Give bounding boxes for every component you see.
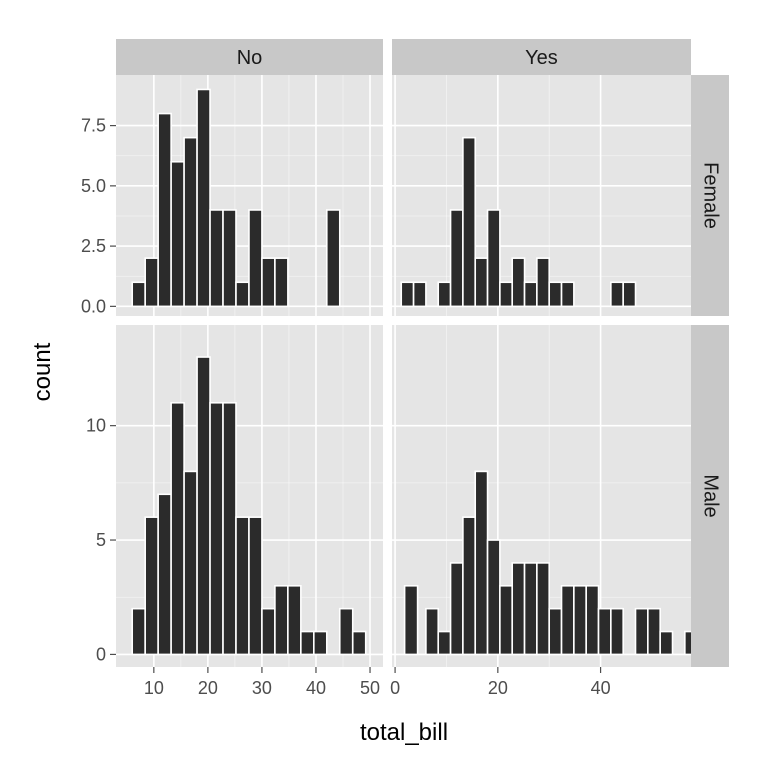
histogram-bar <box>351 630 367 656</box>
x-tick-label: 10 <box>144 678 164 698</box>
histogram-bar <box>634 607 649 656</box>
histogram-bar <box>462 516 477 656</box>
histogram-bar <box>274 584 289 656</box>
x-tick-label: 30 <box>252 678 272 698</box>
histogram-bar <box>585 584 600 656</box>
facet-strip-label: Female <box>700 162 722 229</box>
histogram-bar <box>235 516 250 656</box>
histogram-bar <box>511 562 526 656</box>
histogram-bar <box>325 209 341 308</box>
histogram-bar <box>449 209 464 308</box>
histogram-bar <box>511 257 526 308</box>
histogram-bar <box>157 112 172 308</box>
histogram-bar <box>131 281 146 308</box>
histogram-bar <box>144 516 159 656</box>
y-tick-label: 5 <box>96 530 106 550</box>
facet-strip-label: Yes <box>525 47 558 69</box>
x-tick-label: 0 <box>390 678 400 698</box>
histogram-bar <box>222 401 237 656</box>
facet-strip-label: Male <box>700 474 722 517</box>
facet-strip-yes <box>392 39 691 75</box>
histogram-bar <box>196 356 211 656</box>
histogram-bar <box>261 607 276 656</box>
facet-strip-female <box>691 75 729 316</box>
histogram-bar <box>209 401 224 656</box>
x-axis-title: total_bill <box>360 719 448 746</box>
facet-strip-no <box>116 39 383 75</box>
histogram-bar <box>486 539 501 656</box>
histogram-bar <box>523 281 538 308</box>
histogram-bar <box>209 209 224 308</box>
histogram-bar <box>560 584 575 656</box>
histogram-bar <box>536 562 551 656</box>
y-axis-title: count <box>29 342 56 401</box>
x-tick-label: 50 <box>360 678 380 698</box>
histogram-bar <box>313 630 328 656</box>
histogram-bar <box>400 281 415 308</box>
histogram-bar <box>449 562 464 656</box>
y-tick-label: 7.5 <box>81 116 106 136</box>
histogram-bar <box>622 281 637 308</box>
histogram-bar <box>425 607 440 656</box>
histogram-bar <box>560 281 575 308</box>
histogram-bar <box>610 607 624 656</box>
histogram-bar <box>131 607 146 656</box>
histogram-bar <box>248 516 263 656</box>
facet-strip-label: No <box>237 47 263 69</box>
histogram-bar <box>183 470 198 656</box>
histogram-bar <box>474 470 489 656</box>
histogram-bar <box>499 281 514 308</box>
histogram-bar <box>647 607 661 656</box>
histogram-bar <box>222 209 237 308</box>
histogram-bar <box>548 607 563 656</box>
histogram-bar <box>548 281 563 308</box>
x-tick-label: 40 <box>591 678 611 698</box>
histogram-bar <box>170 401 185 656</box>
histogram-bar <box>403 584 419 656</box>
histogram-bar <box>248 209 263 308</box>
histogram-bar <box>300 630 315 656</box>
histogram-bar <box>597 607 612 656</box>
histogram-bar <box>287 584 302 656</box>
x-tick-label: 40 <box>306 678 326 698</box>
histogram-bar <box>338 607 354 656</box>
histogram-bar <box>474 257 489 308</box>
y-tick-label: 0 <box>96 644 106 664</box>
y-tick-label: 2.5 <box>81 236 106 256</box>
histogram-bar <box>157 493 172 656</box>
histogram-bar <box>196 88 211 308</box>
y-tick-label: 0.0 <box>81 296 106 316</box>
y-tick-label: 10 <box>86 416 106 436</box>
facet-strip-male <box>691 325 729 667</box>
histogram-bar <box>437 630 452 656</box>
histogram-bar <box>235 281 250 308</box>
histogram-bar <box>144 257 159 308</box>
histogram-bar <box>573 584 587 656</box>
histogram-bar <box>486 209 501 308</box>
histogram-bar <box>499 584 514 656</box>
histogram-bar <box>659 630 674 656</box>
x-tick-label: 20 <box>198 678 218 698</box>
histogram-bar <box>462 136 477 308</box>
histogram-bar <box>170 160 185 308</box>
x-tick-label: 20 <box>488 678 508 698</box>
histogram-bar <box>437 281 452 308</box>
histogram-bar <box>523 562 538 656</box>
histogram-bar <box>412 281 427 308</box>
histogram-bar <box>610 281 624 308</box>
histogram-bar <box>261 257 276 308</box>
histogram-bar <box>536 257 551 308</box>
histogram-bar <box>183 136 198 308</box>
y-tick-label: 5.0 <box>81 176 106 196</box>
histogram-bar <box>274 257 289 308</box>
